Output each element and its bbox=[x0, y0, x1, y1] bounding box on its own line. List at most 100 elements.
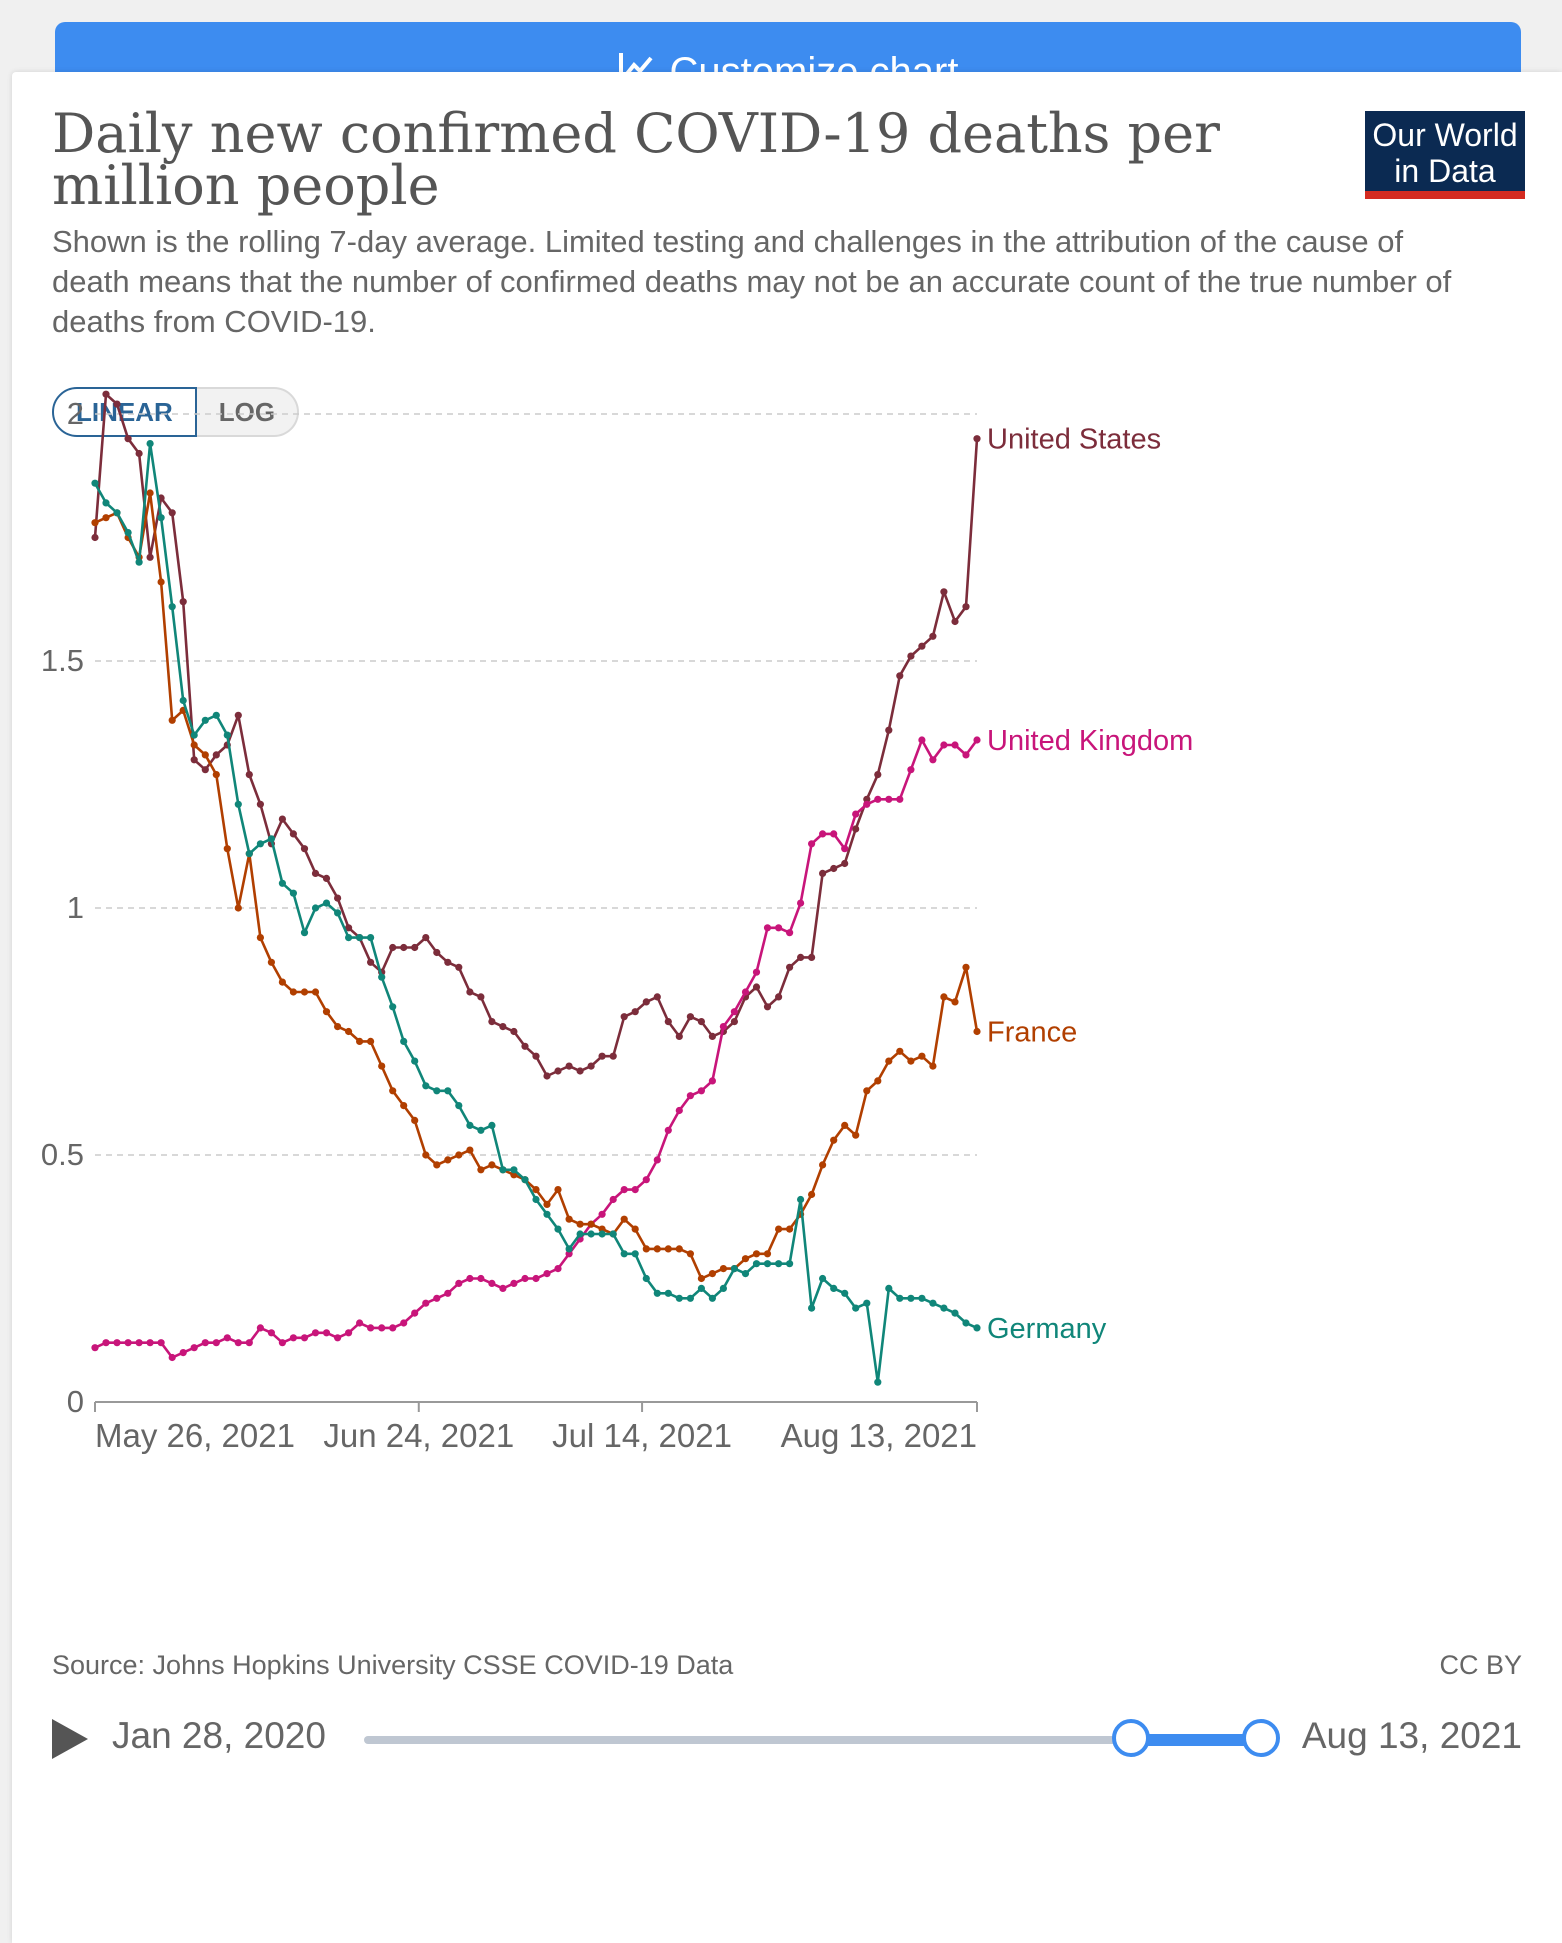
data-point bbox=[631, 1250, 639, 1258]
data-point bbox=[146, 553, 154, 561]
data-point bbox=[234, 904, 242, 912]
data-point bbox=[951, 1309, 959, 1317]
data-point bbox=[543, 1270, 551, 1278]
data-point bbox=[289, 889, 297, 897]
data-point bbox=[841, 845, 849, 853]
data-point bbox=[334, 894, 342, 902]
data-point bbox=[334, 909, 342, 917]
data-point bbox=[223, 1334, 231, 1342]
timeline-track[interactable] bbox=[364, 1736, 1264, 1744]
data-point bbox=[907, 1294, 915, 1302]
data-point bbox=[708, 1270, 717, 1278]
data-point bbox=[179, 1349, 187, 1357]
data-point bbox=[322, 874, 331, 883]
timeline-start-handle[interactable] bbox=[1112, 1719, 1150, 1757]
data-point bbox=[587, 1230, 595, 1238]
y-tick-label: 1 bbox=[67, 890, 84, 925]
data-point bbox=[223, 731, 231, 739]
series-germany bbox=[91, 440, 981, 1386]
x-tick-label: Jun 24, 2021 bbox=[323, 1417, 514, 1454]
data-point bbox=[455, 1102, 463, 1110]
data-point bbox=[444, 1087, 452, 1095]
data-point bbox=[411, 1116, 419, 1124]
log-scale-button[interactable]: LOG bbox=[196, 387, 300, 437]
data-point bbox=[510, 1166, 518, 1174]
data-point bbox=[102, 390, 110, 398]
data-point bbox=[367, 1037, 375, 1045]
data-point bbox=[245, 850, 253, 858]
data-point bbox=[322, 899, 331, 907]
data-point bbox=[367, 1324, 375, 1332]
data-point bbox=[389, 1087, 397, 1095]
data-point bbox=[775, 1225, 783, 1233]
data-point bbox=[741, 988, 750, 996]
data-point bbox=[124, 435, 132, 443]
data-point bbox=[962, 751, 970, 759]
license-link[interactable]: CC BY bbox=[1439, 1650, 1522, 1680]
data-point bbox=[289, 1334, 297, 1342]
data-point bbox=[422, 1151, 430, 1159]
data-point bbox=[532, 1186, 540, 1194]
data-point bbox=[532, 1195, 540, 1204]
data-point bbox=[444, 958, 452, 966]
data-point bbox=[521, 1176, 529, 1184]
data-point bbox=[863, 800, 871, 808]
data-point bbox=[752, 968, 761, 976]
data-point bbox=[763, 1250, 772, 1258]
timeline-end-handle[interactable] bbox=[1242, 1719, 1280, 1757]
data-point bbox=[885, 726, 893, 734]
data-point bbox=[466, 988, 474, 996]
data-point bbox=[322, 1008, 331, 1016]
owid-logo[interactable]: Our World in Data bbox=[1365, 111, 1525, 199]
data-point bbox=[378, 1324, 386, 1332]
source-note[interactable]: Source: Johns Hopkins University CSSE CO… bbox=[52, 1650, 734, 1680]
data-point bbox=[830, 864, 838, 873]
data-point bbox=[973, 1324, 981, 1332]
data-point bbox=[874, 1378, 882, 1386]
data-point bbox=[940, 741, 948, 749]
data-point bbox=[819, 1274, 827, 1283]
data-point bbox=[300, 845, 309, 853]
data-point bbox=[752, 1250, 761, 1258]
data-point bbox=[367, 934, 375, 942]
data-point bbox=[311, 1329, 320, 1337]
data-point bbox=[378, 1062, 386, 1070]
play-icon[interactable] bbox=[52, 1719, 88, 1759]
data-point bbox=[455, 1151, 463, 1159]
series-line bbox=[94, 738, 979, 1359]
linear-scale-button[interactable]: LINEAR bbox=[52, 387, 197, 437]
data-point bbox=[896, 795, 904, 803]
data-point bbox=[973, 736, 981, 744]
data-point bbox=[620, 1013, 628, 1021]
data-point bbox=[708, 1032, 717, 1040]
data-point bbox=[918, 1052, 926, 1060]
data-point bbox=[190, 741, 198, 749]
data-point bbox=[422, 1299, 430, 1307]
data-point bbox=[455, 963, 463, 971]
data-point bbox=[278, 978, 286, 986]
data-point bbox=[135, 1339, 143, 1347]
data-point bbox=[763, 924, 772, 932]
chart-card: Daily new confirmed COVID-19 deaths per … bbox=[12, 72, 1562, 1943]
data-point bbox=[730, 1018, 739, 1026]
data-point bbox=[554, 1067, 562, 1075]
data-point bbox=[642, 1245, 650, 1253]
data-point bbox=[422, 934, 430, 942]
data-point bbox=[345, 1027, 353, 1036]
data-point bbox=[653, 1289, 661, 1297]
data-point bbox=[554, 1186, 562, 1194]
data-point bbox=[212, 711, 220, 719]
data-point bbox=[311, 869, 320, 878]
data-point bbox=[808, 1304, 816, 1312]
data-point bbox=[786, 963, 794, 971]
data-point bbox=[863, 1087, 871, 1095]
data-point bbox=[532, 1052, 540, 1060]
data-point bbox=[752, 1260, 761, 1268]
data-point bbox=[786, 929, 794, 937]
data-point bbox=[951, 741, 959, 749]
data-point bbox=[951, 617, 959, 626]
timeline-selection[interactable] bbox=[1128, 1734, 1260, 1746]
data-point bbox=[874, 771, 882, 779]
timeline-end-date: Aug 13, 2021 bbox=[1301, 1715, 1522, 1756]
timeline: Jan 28, 2020 Aug 13, 2021 bbox=[12, 1697, 1562, 1777]
